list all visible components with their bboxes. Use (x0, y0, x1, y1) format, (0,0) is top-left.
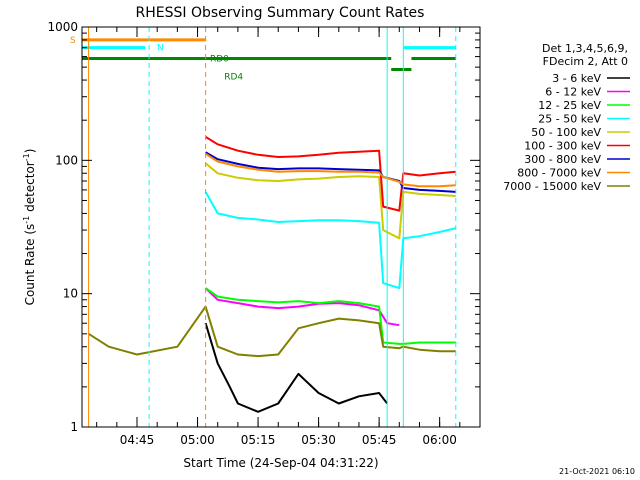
y-tick-label: 1000 (47, 20, 78, 34)
legend-entry-label: 12 - 25 keV (538, 99, 601, 112)
y-axis-label-sup2: -1 (22, 153, 31, 161)
series-line (204, 162, 456, 240)
axis-layer: 1 10 100 1000 04:45 05:00 05:15 05:30 05:45 06:00 (47, 20, 481, 447)
legend: Det 1,3,4,5,6,9, FDecim 2, Att 0 3 - 6 k… (503, 42, 630, 193)
y-axis-label-main: Count Rate (s (23, 224, 37, 306)
x-tick-label: 05:15 (241, 433, 276, 447)
legend-entry-label: 3 - 6 keV (552, 72, 601, 85)
x-tick-label: 05:00 (180, 433, 215, 447)
x-tick-label: 06:00 (422, 433, 457, 447)
legend-entry-label: 25 - 50 keV (538, 113, 601, 126)
legend-header-line-1: Det 1,3,4,5,6,9, (542, 42, 628, 55)
flag-label: N (157, 44, 164, 54)
legend-entry-label: 6 - 12 keV (545, 86, 601, 99)
series-line (204, 287, 400, 327)
series-line (204, 191, 457, 290)
legend-entry-label: 50 - 100 keV (531, 126, 601, 139)
y-axis-label: Count Rate (s-1 detector-1) (22, 149, 37, 306)
flag-label: RD0 (210, 55, 229, 65)
y-axis-label-mid: detector (23, 161, 37, 216)
legend-entry-label: 7000 - 15000 keV (503, 180, 601, 193)
y-axis-label-end: ) (23, 149, 37, 154)
flag-layer: S N RD0 RD4 (70, 36, 456, 83)
legend-entry-label: 300 - 800 keV (524, 153, 601, 166)
flag-label: S (70, 36, 76, 46)
plot-frame (81, 26, 481, 428)
series-line (205, 136, 456, 212)
series-layer (88, 136, 457, 413)
y-tick-label: 10 (63, 287, 78, 301)
y-tick-label: 1 (70, 420, 78, 434)
y-tick-label: 100 (55, 153, 78, 167)
footer-timestamp: 21-Oct-2021 06:10 (559, 467, 635, 476)
chart-title: RHESSI Observing Summary Count Rates (136, 5, 425, 21)
x-axis-label: Start Time (24-Sep-04 04:31:22) (183, 456, 378, 470)
series-line (205, 152, 456, 188)
flag-label: RD4 (224, 73, 243, 83)
x-tick-label: 04:45 (120, 433, 155, 447)
legend-entry-label: 800 - 7000 keV (517, 167, 601, 180)
series-line (205, 151, 456, 193)
y-axis-label-sup1: -1 (22, 216, 31, 224)
legend-entry-label: 100 - 300 keV (524, 140, 601, 153)
x-tick-label: 05:30 (301, 433, 336, 447)
series-line (88, 305, 456, 358)
x-tick-label: 05:45 (362, 433, 397, 447)
vline-layer (88, 27, 457, 427)
legend-header-line-2: FDecim 2, Att 0 (543, 55, 628, 68)
series-line (204, 322, 388, 413)
series-line (205, 287, 456, 345)
